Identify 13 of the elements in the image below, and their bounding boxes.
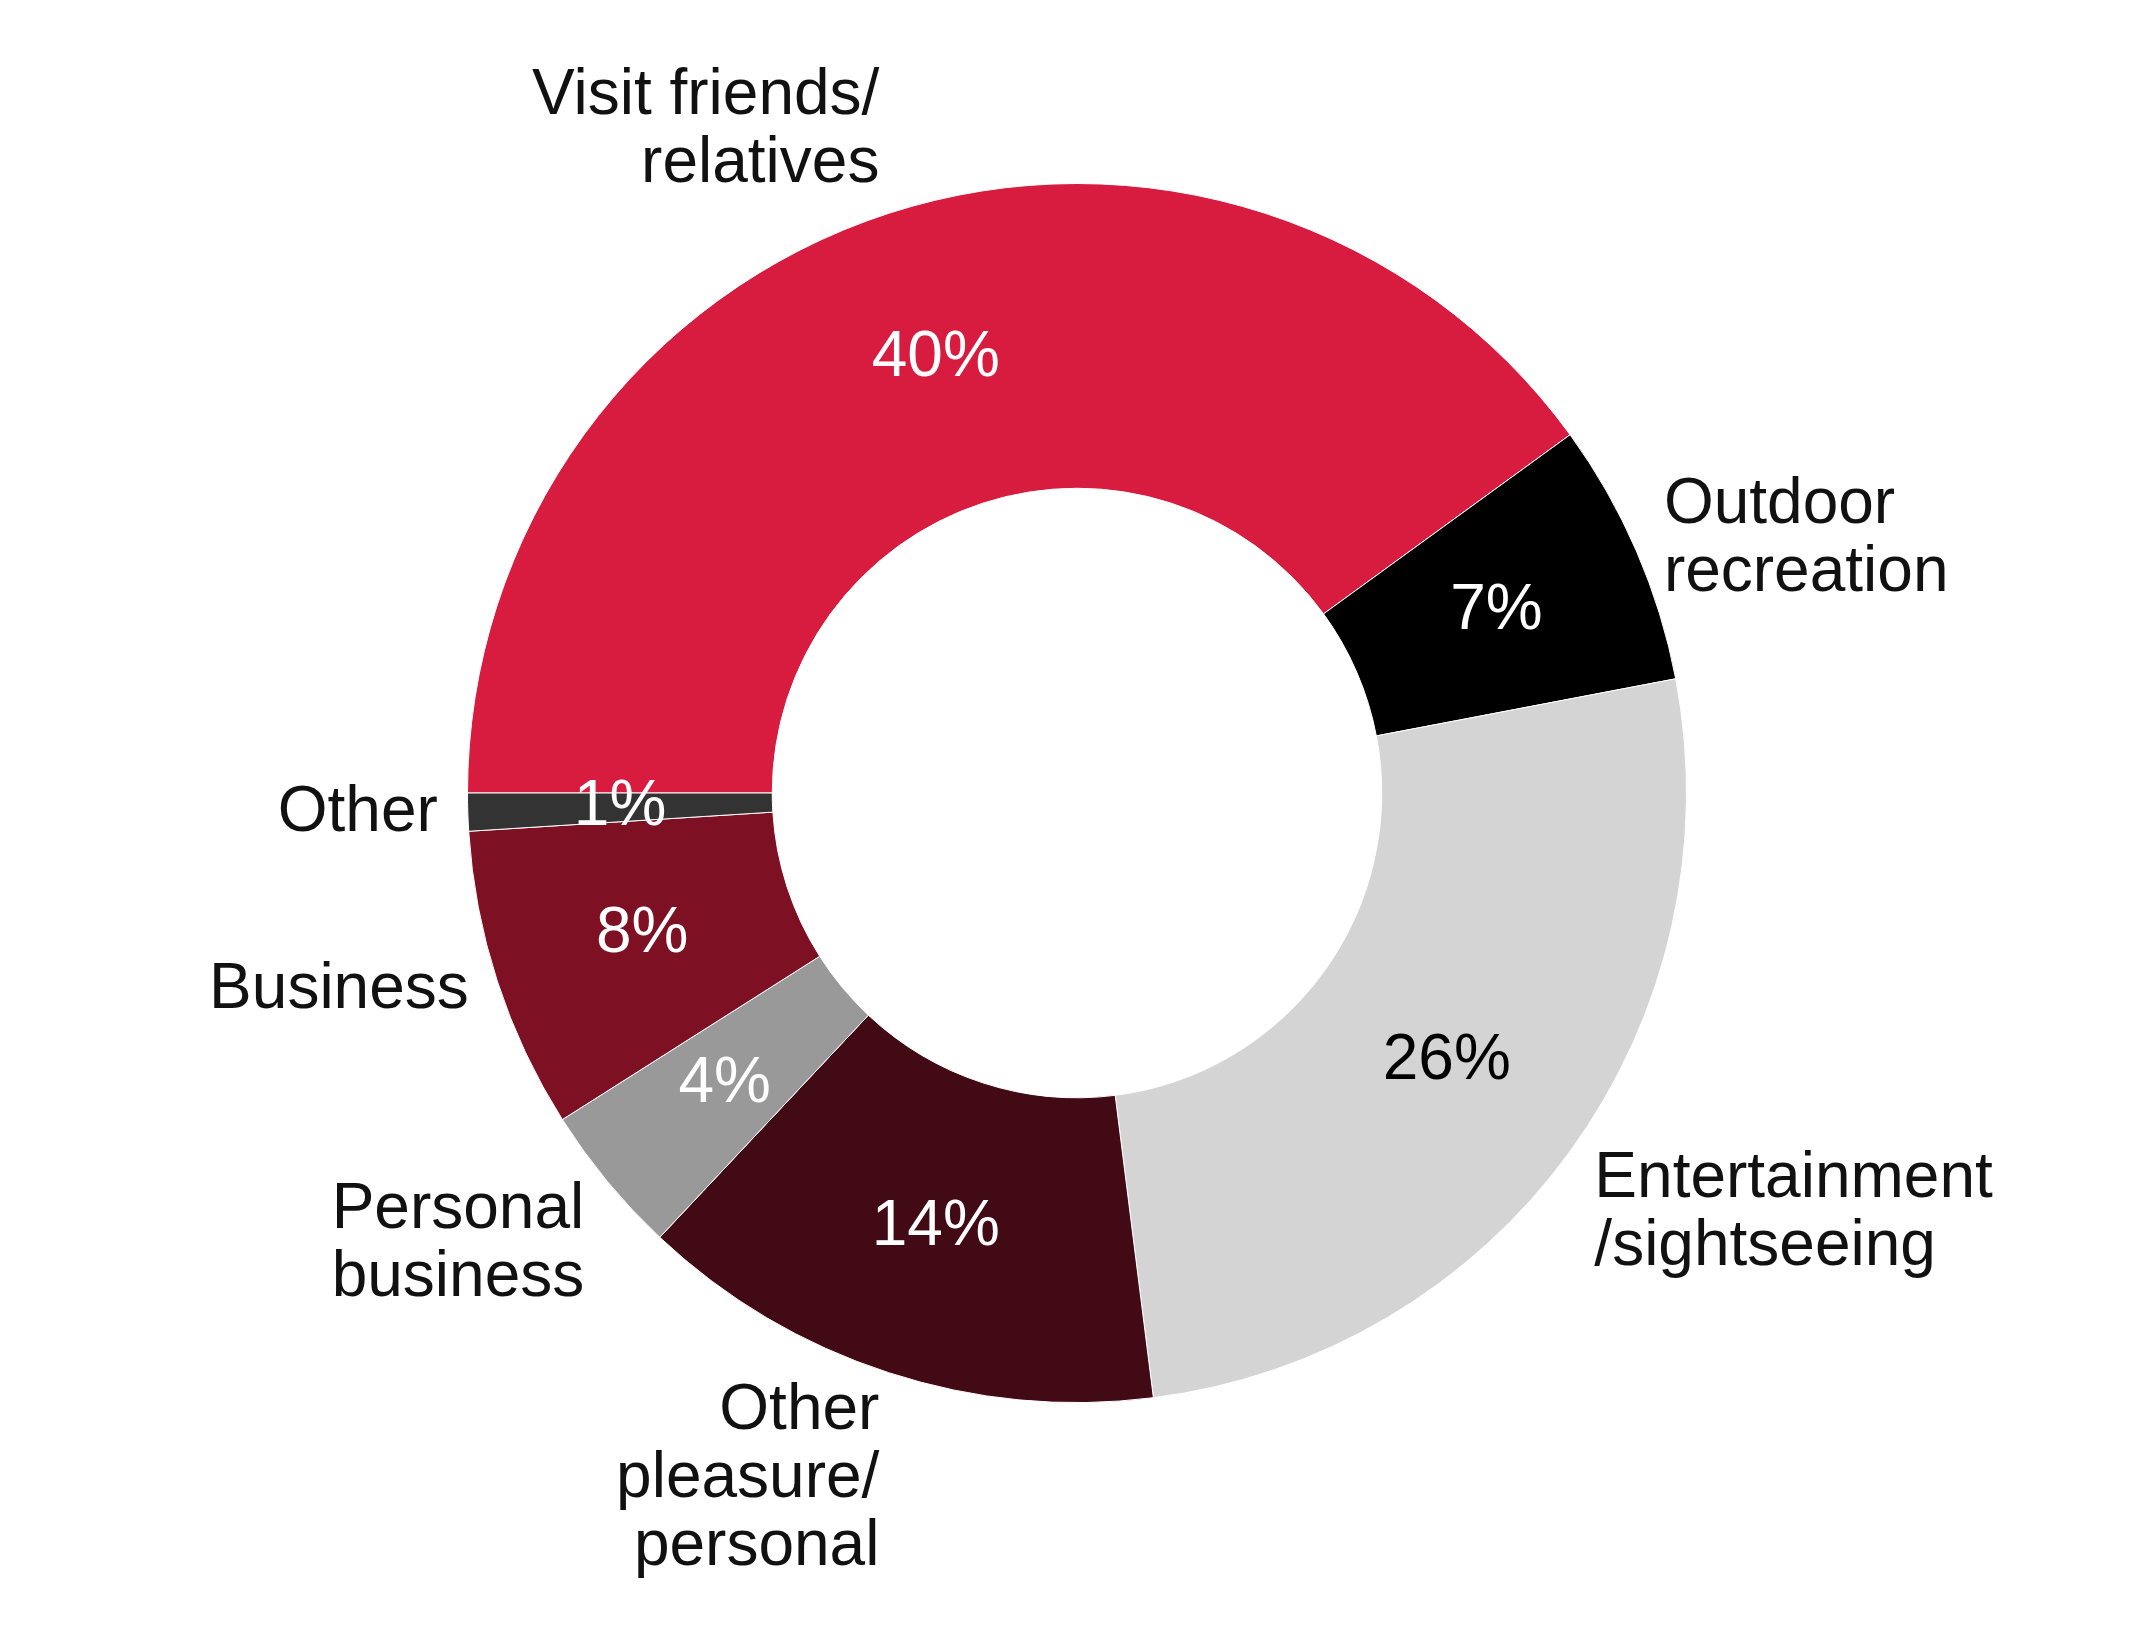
data-label: 8% <box>596 893 689 966</box>
slice-label: Entertainment /sightseeing <box>1594 1138 1994 1279</box>
slice-label: Personal business <box>331 1170 585 1311</box>
data-label: 14% <box>871 1187 1000 1260</box>
slice-label: Business <box>209 950 469 1023</box>
slice-label: Other pleasure/ personal <box>616 1370 880 1579</box>
slice-label: Visit friends/ relatives <box>531 56 880 197</box>
data-label: 4% <box>678 1044 772 1117</box>
data-label: 7% <box>1450 571 1543 644</box>
slice-label: Other <box>277 772 438 845</box>
slice-label: Outdoor recreation <box>1663 464 1949 605</box>
data-label: 26% <box>1382 1021 1511 1094</box>
data-label: 40% <box>871 317 1000 390</box>
